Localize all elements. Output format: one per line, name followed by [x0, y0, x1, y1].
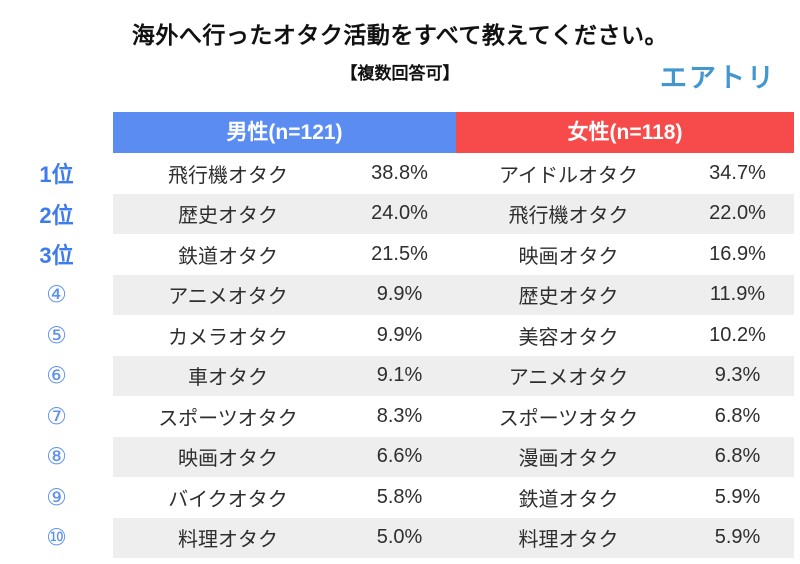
male-percentage: 9.9%	[376, 323, 423, 346]
rank-label: ⑥	[46, 362, 67, 389]
female-percentage: 11.9%	[709, 283, 766, 306]
female-percentage: 5.9%	[714, 485, 761, 508]
rank-label: ⑤	[46, 321, 67, 348]
male-category: バイクオタク	[168, 488, 288, 511]
male-category: 歴史オタク	[178, 205, 278, 228]
female-category: 映画オタク	[518, 245, 619, 268]
airtrip-logo: エアトリ	[660, 63, 776, 93]
table-row: 2位 歴史オタク 24.0% 飛行機オタク 22.0%	[0, 193, 794, 234]
rank-label: ④	[46, 281, 67, 308]
rank-label: 3位	[39, 243, 74, 269]
female-header: 女性(n=118)	[456, 112, 794, 153]
male-percentage: 8.3%	[376, 404, 423, 427]
female-category: 飛行機オタク	[508, 205, 629, 228]
female-category: スポーツオタク	[498, 407, 639, 430]
male-percentage: 9.9%	[376, 283, 423, 306]
female-category: 歴史オタク	[518, 286, 619, 309]
table-row: ⑨ バイクオタク 5.8% 鉄道オタク 5.9%	[0, 477, 794, 518]
male-percentage: 9.1%	[376, 364, 423, 387]
rank-label: ⑨	[46, 483, 67, 510]
ranking-table: 男性(n=121) 女性(n=118) 1位 飛行機オタク 38.8% アイドル…	[0, 112, 794, 558]
male-category: 車オタク	[188, 367, 268, 390]
male-category: 料理オタク	[178, 529, 278, 552]
table-row: 1位 飛行機オタク 38.8% アイドルオタク 34.7%	[0, 153, 794, 194]
female-percentage: 5.9%	[714, 526, 761, 549]
female-percentage: 22.0%	[709, 202, 766, 225]
male-category: スポーツオタク	[158, 407, 298, 430]
female-category: アイドルオタク	[499, 164, 638, 187]
table-row: 3位 鉄道オタク 21.5% 映画オタク 16.9%	[0, 234, 794, 275]
male-percentage: 38.8%	[371, 161, 428, 184]
female-category: アニメオタク	[508, 367, 629, 390]
rank-label: 2位	[39, 202, 74, 228]
male-category: 映画オタク	[178, 448, 278, 471]
table-row: ⑤ カメラオタク 9.9% 美容オタク 10.2%	[0, 315, 794, 356]
female-category: 鉄道オタク	[518, 488, 619, 511]
female-percentage: 6.8%	[714, 404, 761, 427]
table-row: ④ アニメオタク 9.9% 歴史オタク 11.9%	[0, 274, 794, 315]
rank-label: ⑦	[46, 402, 67, 429]
male-category: 鉄道オタク	[178, 245, 278, 268]
female-category: 美容オタク	[518, 326, 619, 349]
female-percentage: 10.2%	[709, 323, 766, 346]
male-category: アニメオタク	[168, 286, 288, 309]
female-category: 漫画オタク	[518, 448, 619, 471]
rank-label: ⑩	[46, 524, 67, 551]
female-percentage: 34.7%	[709, 161, 766, 184]
subtitle-multiple-answers: 【複数回答可】	[340, 64, 460, 83]
table-header-row: 男性(n=121) 女性(n=118)	[113, 112, 794, 153]
rank-label: 1位	[39, 162, 74, 188]
male-header: 男性(n=121)	[113, 112, 456, 153]
rank-label: ⑧	[46, 443, 67, 470]
female-percentage: 6.8%	[714, 445, 761, 468]
table-row: ⑩ 料理オタク 5.0% 料理オタク 5.9%	[0, 517, 794, 558]
male-percentage: 5.0%	[376, 526, 423, 549]
table-row: ⑥ 車オタク 9.1% アニメオタク 9.3%	[0, 355, 794, 396]
table-body: 1位 飛行機オタク 38.8% アイドルオタク 34.7% 2位 歴史オタク 2…	[0, 153, 794, 558]
table-row: ⑦ スポーツオタク 8.3% スポーツオタク 6.8%	[0, 396, 794, 437]
male-category: カメラオタク	[168, 326, 288, 349]
male-percentage: 24.0%	[371, 202, 428, 225]
female-category: 料理オタク	[518, 529, 619, 552]
table-row: ⑧ 映画オタク 6.6% 漫画オタク 6.8%	[0, 436, 794, 477]
male-percentage: 6.6%	[376, 445, 423, 468]
page-title: 海外へ行ったオタク活動をすべて教えてください。	[131, 22, 669, 48]
male-percentage: 21.5%	[371, 242, 428, 265]
female-percentage: 16.9%	[709, 242, 766, 265]
male-percentage: 5.8%	[376, 485, 423, 508]
male-category: 飛行機オタク	[168, 164, 288, 187]
female-percentage: 9.3%	[714, 364, 761, 387]
